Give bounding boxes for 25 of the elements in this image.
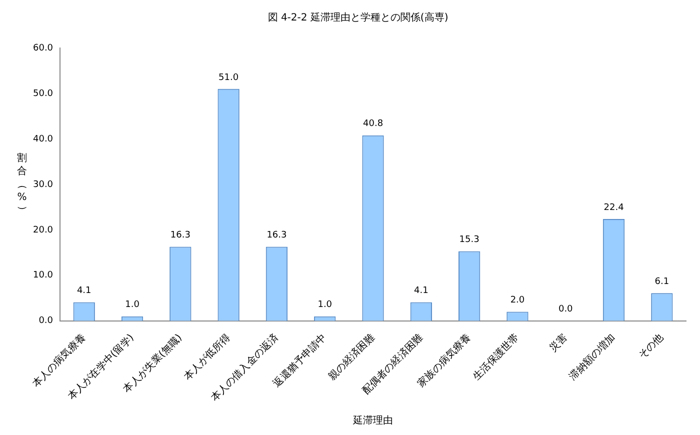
data-label: 40.8 [362,119,384,130]
data-label: 0.0 [558,304,574,315]
y-tick-label: 20.0 [32,225,54,236]
data-label: 51.0 [218,72,239,83]
x-tick-label: その他 [636,332,666,362]
y-tick-label: 10.0 [32,270,54,281]
data-label: 2.0 [510,296,525,306]
chart-title: 図 4-2-2 延滞理由と学種との関係(高専) [268,12,448,24]
data-label: 16.3 [266,230,287,241]
data-label: 6.1 [654,276,670,287]
y-axis-title: 割合（%） [16,152,28,216]
y-tick-label: 40.0 [32,134,54,144]
data-label: 4.1 [76,286,92,296]
y-tick-label: 0.0 [38,316,54,326]
data-label: 1.0 [318,300,332,310]
data-label: 1.0 [125,300,140,310]
data-label: 16.3 [170,230,190,241]
data-label: 4.1 [414,286,428,296]
data-label: 15.3 [459,235,480,246]
x-tick-label: 生活保護世帯 [470,332,522,382]
y-tick-label: 50.0 [32,88,54,99]
x-axis-title: 延滞理由 [352,414,394,427]
y-tick-label: 30.0 [32,180,54,190]
y-tick-label: 60.0 [32,43,54,54]
data-label: 22.4 [604,202,624,213]
